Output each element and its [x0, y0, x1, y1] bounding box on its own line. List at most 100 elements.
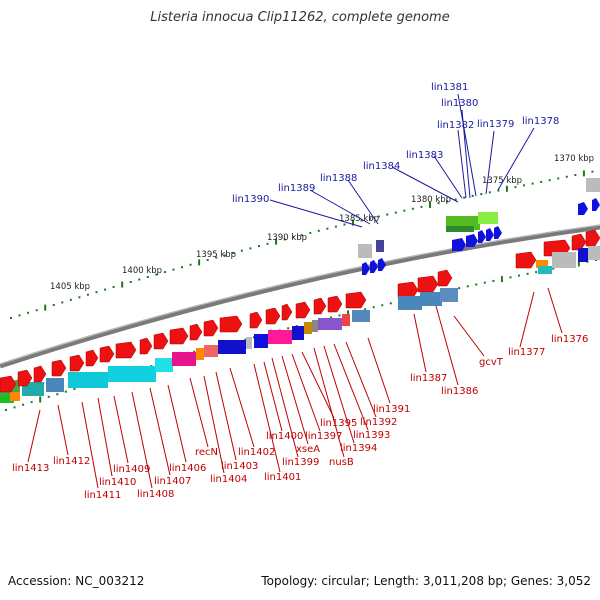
forward-gene-arrow	[189, 323, 203, 341]
scale-tick	[172, 268, 175, 271]
label-lin1399: lin1399	[282, 457, 319, 468]
label-lin1387: lin1387	[410, 373, 447, 384]
scale-tick	[420, 205, 423, 208]
label-lin1376: lin1376	[551, 334, 588, 345]
label-lin1409: lin1409	[113, 464, 150, 475]
scale-tick	[514, 186, 517, 189]
label-lin1412: lin1412	[53, 456, 90, 467]
forward-gene-arrow	[571, 233, 587, 251]
scale-tick	[112, 286, 115, 289]
scale-tick	[244, 338, 247, 341]
label-lin1377: lin1377	[508, 347, 545, 358]
label-lin1392: lin1392	[360, 417, 397, 428]
forward-gene-arrow	[265, 307, 281, 325]
label-xseA: xseA	[296, 444, 320, 455]
reverse-gene-arrow	[362, 262, 370, 275]
label-lin1393: lin1393	[353, 430, 390, 441]
scale-tick	[287, 327, 290, 330]
red-callout-line	[367, 337, 391, 404]
forward-gene-arrow	[295, 301, 311, 319]
scale-tick	[249, 247, 252, 250]
scale-tick	[458, 287, 461, 290]
scale-tick	[181, 266, 184, 269]
forward-gene-arrow	[585, 229, 600, 247]
label-lin1381: lin1381	[431, 82, 468, 93]
scale-tick	[497, 189, 500, 192]
scale-tick	[577, 260, 580, 267]
scale-tick	[39, 396, 42, 403]
scale-tick	[198, 259, 201, 266]
genome-backbone-highlight	[0, 224, 600, 365]
scale-tick	[518, 274, 521, 277]
forward-gene-arrow	[327, 295, 343, 313]
scale-tick	[389, 302, 392, 305]
label-lin1382: lin1382	[437, 120, 474, 131]
scale-tick	[552, 267, 555, 270]
label-lin1395: lin1395	[320, 418, 357, 429]
label-lin1394: lin1394	[340, 443, 377, 454]
genome-backbone	[0, 224, 600, 369]
forward-gene-arrow	[203, 319, 219, 337]
scale-tick	[257, 245, 260, 248]
label-lin1401: lin1401	[264, 472, 301, 483]
scale-tick	[10, 317, 12, 319]
reverse-gene-arrow	[478, 230, 486, 243]
scale-tick	[480, 193, 483, 196]
scale-tick	[18, 314, 21, 317]
scale-label-1405: 1405 kbp	[50, 282, 90, 292]
blue-callout-line	[497, 127, 535, 191]
scale-label-1375: 1375 kbp	[482, 176, 522, 186]
forward-gene-arrow	[139, 337, 153, 355]
forward-gene-arrow	[69, 354, 85, 372]
red-callout-line	[271, 357, 299, 458]
red-callout-line	[97, 397, 113, 477]
red-callout-line	[167, 384, 187, 463]
scale-tick	[22, 403, 25, 406]
label-lin1408: lin1408	[137, 489, 174, 500]
red-callout-line	[81, 401, 99, 489]
scale-tick	[360, 219, 363, 222]
label-lin1384: lin1384	[363, 161, 400, 172]
scale-tick	[163, 271, 166, 274]
scale-tick	[95, 291, 98, 294]
red-callout-line	[57, 404, 69, 456]
red-callout-line	[131, 391, 153, 489]
forward-gene-arrow	[153, 332, 169, 350]
red-callout-line	[413, 313, 427, 373]
scale-tick	[540, 180, 543, 183]
scale-tick	[394, 211, 397, 214]
label-lin1380: lin1380	[441, 98, 478, 109]
reverse-gene-arrow	[466, 234, 478, 247]
red-callout-line	[291, 353, 321, 432]
forward-gene-arrow	[51, 359, 67, 377]
red-callout-line	[301, 351, 335, 419]
scale-tick	[582, 170, 585, 177]
forward-gene-arrow	[33, 365, 47, 383]
scale-tick	[352, 219, 355, 226]
red-callout-line	[333, 343, 369, 431]
scale-tick	[206, 259, 209, 262]
scale-tick	[275, 238, 278, 245]
scale-tick	[30, 401, 33, 404]
scale-tick	[523, 184, 526, 187]
reverse-gene-arrows	[362, 198, 600, 275]
scale-tick	[146, 276, 149, 279]
scale-tick	[155, 273, 158, 276]
scale-tick	[189, 263, 192, 266]
forward-gene-arrow	[437, 269, 453, 287]
scale-tick	[232, 251, 235, 254]
label-lin1400: lin1400	[266, 431, 303, 442]
scale-tick	[73, 388, 76, 391]
blue-callout-line	[485, 130, 495, 195]
scale-tick	[13, 406, 16, 409]
scale-tick	[531, 182, 534, 185]
label-lin1413: lin1413	[12, 463, 49, 474]
scale-tick	[343, 223, 346, 226]
label-lin1389: lin1389	[278, 183, 315, 194]
scale-tick	[463, 196, 466, 199]
scale-tick	[403, 209, 406, 212]
forward-gene-arrow	[397, 281, 419, 299]
label-lin1411: lin1411	[84, 490, 121, 501]
scale-tick	[446, 200, 449, 203]
scale-label-1395: 1395 kbp	[196, 250, 236, 260]
